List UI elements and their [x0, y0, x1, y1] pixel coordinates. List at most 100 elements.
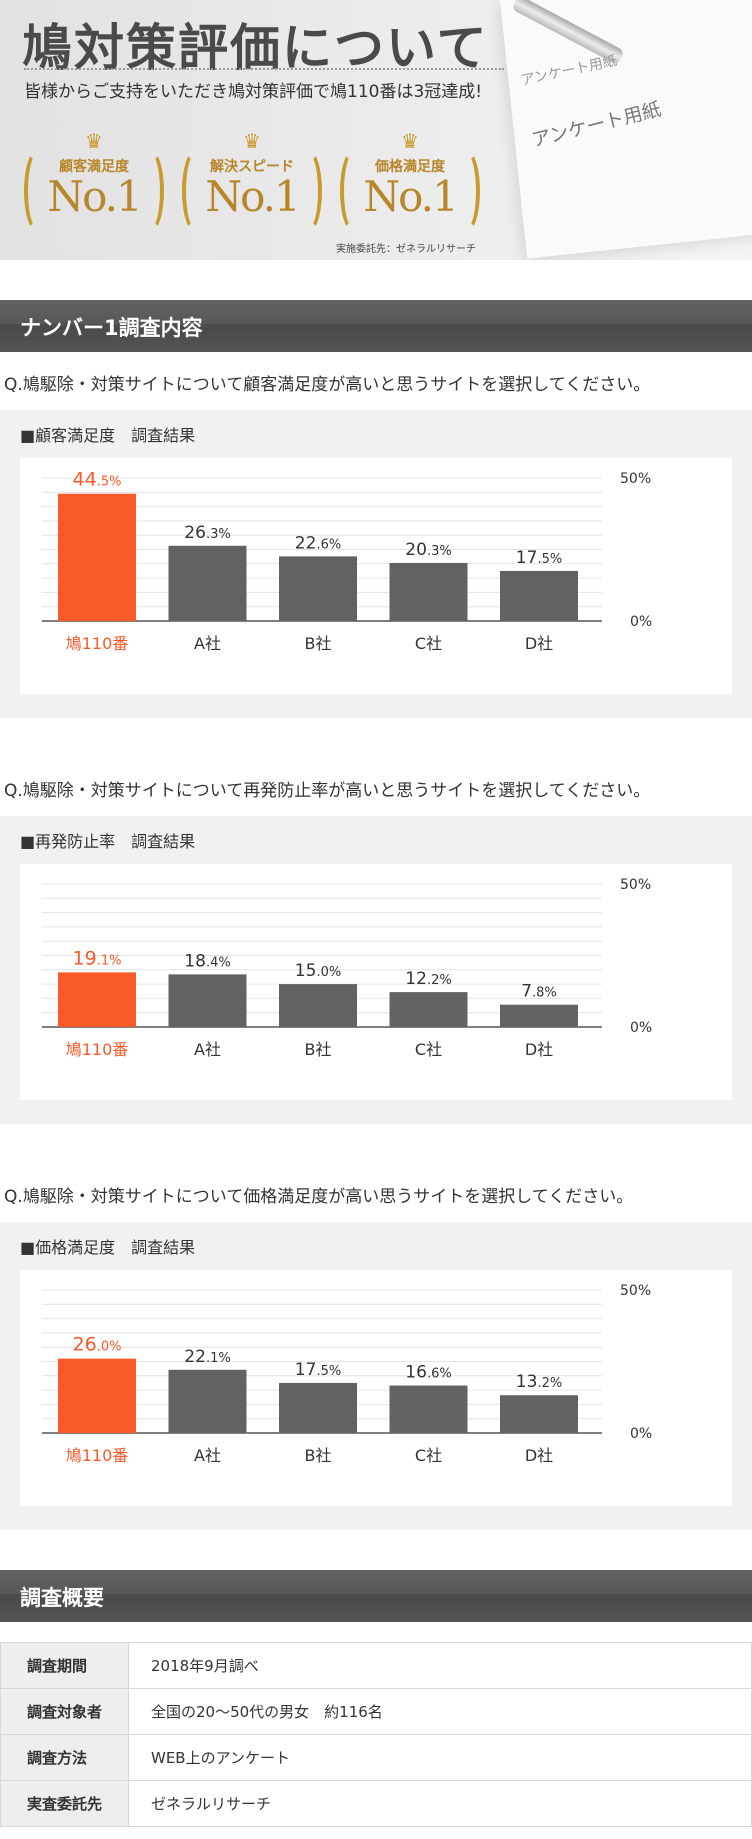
row-label: 調査方法 [0, 1734, 129, 1781]
table-row: 調査方法 WEB上のアンケート [0, 1734, 752, 1781]
x-tick-label: A社 [194, 1040, 221, 1059]
survey-question: Q.鳩駆除・対策サイトについて価格満足度が高い思うサイトを選択してください。 [4, 1187, 634, 1207]
row-label: 調査対象者 [0, 1688, 129, 1735]
bar [58, 1358, 136, 1433]
bar [389, 992, 468, 1027]
bar [279, 984, 357, 1027]
medal-rank: No.1 [363, 172, 458, 221]
row-value: ゼネラルリサーチ [128, 1780, 752, 1827]
row-label: 実査委託先 [0, 1780, 129, 1827]
title-divider [24, 68, 504, 70]
laurel-right-icon [458, 150, 480, 232]
bar [279, 556, 357, 621]
data-label: 13.2% [516, 1372, 562, 1392]
bar [168, 1369, 247, 1433]
laurel-left-icon [24, 150, 46, 232]
data-label: 17.5% [295, 1360, 341, 1380]
x-tick-label: B社 [305, 634, 332, 653]
page-title: 鳩対策評価について [22, 19, 489, 77]
data-label: 44.5% [73, 469, 122, 491]
x-tick-label: D社 [525, 1446, 553, 1465]
crown-icon: ♛ [85, 129, 103, 153]
data-label: 16.6% [405, 1363, 451, 1383]
bar-chart: 50% 0% 26.0% 鳩110番 22.1% A社 17.5% B社 16.6% C社 13.2… [20, 1270, 732, 1506]
x-tick-label: D社 [525, 634, 553, 653]
hero-description: 皆様からご支持をいただき鳩対策評価で鳩110番は3冠達成! [24, 82, 483, 102]
bar-chart-svg: 50% 0% 44.5% 鳩110番 26.3% A社 22.6% B社 20.3% C社 17.5… [42, 469, 652, 653]
row-label: 調査期間 [0, 1642, 129, 1689]
survey-block-1: Q.鳩駆除・対策サイトについて顧客満足度が高いと思うサイトを選択してください。 … [0, 352, 752, 718]
data-label: 22.6% [295, 533, 341, 553]
bar-chart-svg: 50% 0% 19.1% 鳩110番 18.4% A社 15.0% B社 12.2% C社 7.8%… [42, 877, 652, 1059]
laurel-right-icon [142, 150, 164, 232]
chart-box-title: ■再発防止率 調査結果 [20, 832, 196, 851]
data-label: 20.3% [405, 540, 451, 560]
x-tick-label: C社 [415, 1446, 442, 1465]
table-row: 調査対象者 全国の20～50代の男女 約116名 [0, 1688, 752, 1735]
bar [168, 974, 247, 1027]
data-label: 19.1% [73, 947, 122, 969]
bar [58, 972, 136, 1027]
data-label: 17.5% [516, 548, 562, 568]
bar-chart-svg: 50% 0% 26.0% 鳩110番 22.1% A社 17.5% B社 16.6% C社 13.2… [42, 1283, 652, 1465]
section-title: 調査概要 [20, 1586, 104, 1610]
row-value: 2018年9月調べ [128, 1642, 752, 1689]
laurel-left-icon [182, 150, 204, 232]
medal-customer-satisfaction: ♛ 顧客満足度 No.1 [22, 129, 166, 240]
data-label: 26.3% [184, 523, 230, 543]
x-tick-label: 鳩110番 [66, 1040, 129, 1059]
data-label: 26.0% [73, 1334, 122, 1356]
survey-question: Q.鳩駆除・対策サイトについて再発防止率が高いと思うサイトを選択してください。 [4, 781, 651, 801]
survey-question: Q.鳩駆除・対策サイトについて顧客満足度が高いと思うサイトを選択してください。 [4, 375, 651, 395]
chart-box: ■価格満足度 調査結果 50% 0% 26.0% 鳩110番 22.1% A社 17.5% B… [0, 1222, 752, 1530]
x-tick-label: C社 [415, 634, 442, 653]
section-header-survey: ナンバー1調査内容 [0, 300, 752, 352]
y-tick-label: 50% [620, 471, 651, 487]
crown-icon: ♛ [401, 129, 419, 153]
y-tick-label: 50% [620, 877, 651, 893]
medal-label: 価格満足度 [375, 159, 445, 175]
chart-box-title: ■価格満足度 調査結果 [20, 1238, 196, 1257]
x-tick-label: 鳩110番 [66, 634, 129, 653]
section-title: ナンバー1調査内容 [20, 316, 203, 340]
bar [279, 1382, 357, 1433]
table-row: 調査期間 2018年9月調べ [0, 1642, 752, 1689]
data-label: 18.4% [184, 951, 230, 971]
laurel-right-icon [300, 150, 322, 232]
survey-note: 実施委託先：ゼネラルリサーチ [336, 244, 476, 255]
data-label: 7.8% [521, 982, 557, 1002]
x-tick-label: A社 [194, 634, 221, 653]
laurel-left-icon [340, 150, 362, 232]
medal-resolution-speed: ♛ 解決スピード No.1 [180, 129, 324, 240]
survey-overview-table: 調査期間 2018年9月調べ 調査対象者 全国の20～50代の男女 約116名 … [0, 1642, 752, 1827]
bar [168, 545, 247, 621]
x-tick-label: D社 [525, 1040, 553, 1059]
bar [389, 1385, 468, 1433]
medal-label: 顧客満足度 [59, 159, 129, 175]
survey-block-2: Q.鳩駆除・対策サイトについて再発防止率が高いと思うサイトを選択してください。 … [0, 758, 752, 1124]
data-label: 22.1% [184, 1347, 230, 1367]
hero-banner: アンケート用紙 アンケート用紙 鳩対策評価について 皆様からご支持をいただき鳩対… [0, 0, 752, 260]
crown-icon: ♛ [243, 129, 261, 153]
chart-box: ■顧客満足度 調査結果 50% 0% 44.5% 鳩110番 26.3% A社 22.6% B… [0, 410, 752, 718]
bar [389, 562, 468, 621]
x-tick-label: B社 [305, 1446, 332, 1465]
data-label: 12.2% [405, 969, 451, 989]
chart-box: ■再発防止率 調査結果 50% 0% 19.1% 鳩110番 18.4% A社 15.0% B… [0, 816, 752, 1124]
y-tick-label: 50% [620, 1283, 651, 1299]
x-tick-label: C社 [415, 1040, 442, 1059]
bar [500, 1395, 578, 1433]
y-tick-label: 0% [630, 614, 652, 630]
row-value: WEB上のアンケート [128, 1734, 752, 1781]
bar-chart: 50% 0% 44.5% 鳩110番 26.3% A社 22.6% B社 20.3% C社 17.5… [20, 458, 732, 694]
bar [58, 493, 136, 621]
bar [500, 1004, 578, 1027]
survey-block-3: Q.鳩駆除・対策サイトについて価格満足度が高い思うサイトを選択してください。 ■… [0, 1164, 752, 1530]
x-tick-label: A社 [194, 1446, 221, 1465]
data-label: 15.0% [295, 961, 341, 981]
table-row: 実査委託先 ゼネラルリサーチ [0, 1780, 752, 1827]
row-value: 全国の20～50代の男女 約116名 [128, 1688, 752, 1735]
medal-price-satisfaction: ♛ 価格満足度 No.1 [338, 129, 482, 240]
medal-rank: No.1 [47, 172, 142, 221]
bar-chart: 50% 0% 19.1% 鳩110番 18.4% A社 15.0% B社 12.2% C社 7.8%… [20, 864, 732, 1100]
